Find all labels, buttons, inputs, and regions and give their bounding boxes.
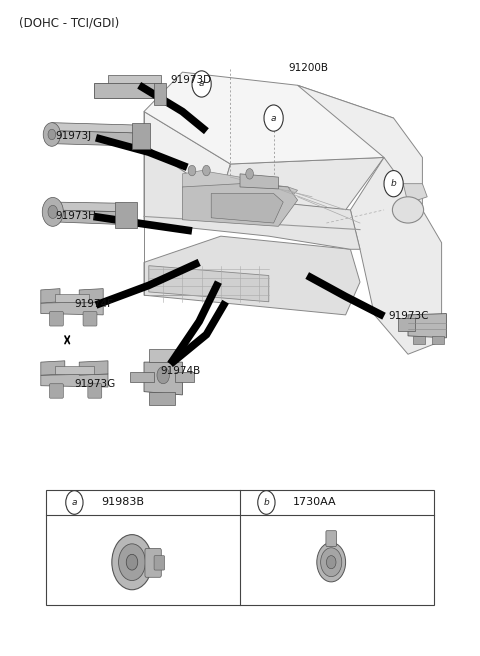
Polygon shape [182,171,298,200]
Polygon shape [149,349,178,362]
FancyBboxPatch shape [88,384,102,398]
Text: 91200B: 91200B [288,63,328,73]
Text: b: b [391,179,396,188]
Circle shape [42,197,63,226]
FancyBboxPatch shape [49,312,63,326]
Polygon shape [144,362,182,395]
Circle shape [317,543,346,582]
Polygon shape [55,294,89,302]
Polygon shape [144,112,230,197]
Text: 1730AA: 1730AA [293,497,336,508]
FancyBboxPatch shape [326,531,336,546]
Text: 91973G: 91973G [74,379,116,389]
Polygon shape [79,289,103,303]
Text: (DOHC - TCI/GDI): (DOHC - TCI/GDI) [19,16,120,30]
FancyBboxPatch shape [49,384,63,398]
Polygon shape [211,194,283,223]
Text: b: b [264,498,269,507]
Circle shape [203,165,210,176]
Circle shape [192,71,211,97]
Polygon shape [144,144,360,249]
Polygon shape [240,174,278,189]
Ellipse shape [392,197,424,223]
Text: 91983B: 91983B [101,497,144,508]
Polygon shape [52,123,145,133]
Polygon shape [408,314,446,338]
Text: 91973H: 91973H [55,211,96,221]
FancyBboxPatch shape [154,556,165,570]
Circle shape [384,171,403,197]
Polygon shape [55,366,94,374]
Polygon shape [149,392,175,405]
Text: 91974B: 91974B [161,365,201,376]
Polygon shape [144,72,394,164]
Polygon shape [52,131,145,146]
Polygon shape [108,75,161,83]
Polygon shape [41,289,60,303]
Polygon shape [115,202,137,228]
Polygon shape [413,336,425,344]
Text: 91973J: 91973J [55,131,91,141]
Circle shape [48,205,58,218]
Polygon shape [432,336,444,344]
Polygon shape [403,184,427,203]
Text: 91974F: 91974F [74,299,113,310]
Polygon shape [398,318,415,331]
Polygon shape [41,302,103,315]
Polygon shape [221,157,384,210]
Polygon shape [350,157,442,354]
Text: 91973C: 91973C [389,311,429,321]
Text: a: a [271,113,276,123]
Polygon shape [50,210,134,225]
Circle shape [48,129,56,140]
Circle shape [126,554,138,570]
Circle shape [66,491,83,514]
Text: a: a [72,498,77,507]
Polygon shape [175,372,194,382]
Polygon shape [149,266,269,302]
Circle shape [258,491,275,514]
Polygon shape [182,184,298,226]
Polygon shape [41,374,108,387]
Circle shape [321,548,342,577]
FancyBboxPatch shape [46,490,434,605]
Polygon shape [50,202,130,212]
Polygon shape [132,123,150,149]
Circle shape [264,105,283,131]
Circle shape [157,367,169,384]
Polygon shape [144,236,360,315]
Polygon shape [79,361,108,375]
Polygon shape [41,361,65,375]
FancyBboxPatch shape [145,548,161,577]
Circle shape [246,169,253,179]
FancyBboxPatch shape [83,312,97,326]
Polygon shape [130,372,154,382]
Circle shape [112,535,152,590]
Text: 91973D: 91973D [170,75,212,85]
Circle shape [119,544,145,581]
Polygon shape [154,83,166,105]
Polygon shape [94,83,161,98]
Circle shape [326,556,336,569]
Circle shape [188,165,196,176]
Circle shape [43,123,60,146]
Text: a: a [199,79,204,89]
Polygon shape [298,85,422,210]
